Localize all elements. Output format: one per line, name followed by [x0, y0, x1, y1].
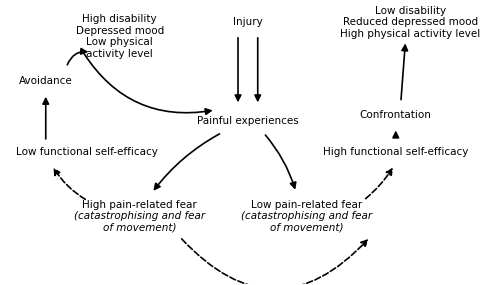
- Text: of movement): of movement): [102, 222, 176, 232]
- FancyArrowPatch shape: [182, 239, 367, 285]
- Text: Injury: Injury: [233, 17, 263, 27]
- FancyArrowPatch shape: [366, 169, 392, 199]
- Text: Painful experiences: Painful experiences: [197, 116, 299, 126]
- Text: High functional self-efficacy: High functional self-efficacy: [323, 146, 468, 156]
- FancyArrowPatch shape: [266, 135, 296, 188]
- Text: High disability
Depressed mood
Low physical
activity level: High disability Depressed mood Low physi…: [76, 14, 164, 59]
- Text: Avoidance: Avoidance: [19, 76, 72, 86]
- FancyArrowPatch shape: [401, 45, 407, 100]
- Text: Low disability
Reduced depressed mood
High physical activity level: Low disability Reduced depressed mood Hi…: [340, 6, 480, 39]
- Text: High pain-related fear: High pain-related fear: [82, 200, 197, 210]
- Text: Confrontation: Confrontation: [360, 110, 432, 120]
- FancyArrowPatch shape: [154, 134, 220, 190]
- FancyArrowPatch shape: [255, 38, 260, 101]
- FancyArrowPatch shape: [84, 54, 211, 114]
- FancyArrowPatch shape: [43, 99, 49, 139]
- Text: of movement): of movement): [270, 222, 344, 232]
- Text: (catastrophising and fear: (catastrophising and fear: [242, 211, 372, 221]
- FancyArrowPatch shape: [54, 169, 86, 200]
- Text: Low functional self-efficacy: Low functional self-efficacy: [16, 146, 158, 156]
- FancyArrowPatch shape: [235, 38, 241, 101]
- FancyArrowPatch shape: [393, 132, 398, 138]
- Text: Low pain-related fear: Low pain-related fear: [252, 200, 362, 210]
- FancyArrowPatch shape: [68, 48, 86, 65]
- Text: (catastrophising and fear: (catastrophising and fear: [74, 211, 205, 221]
